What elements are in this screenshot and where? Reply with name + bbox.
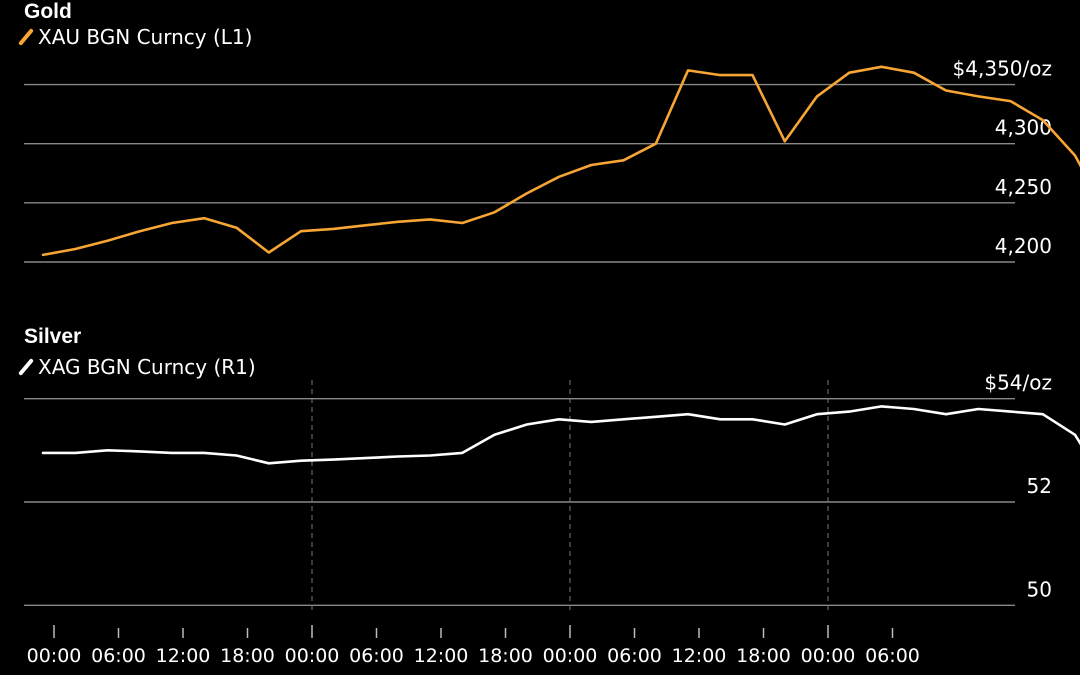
x-tick-label: 18:00 [220,645,275,667]
x-tick-label: 06:00 [91,645,146,667]
x-axis: 00:00 06:00 12:00 18:00 00:00 06:00 12:00 18:00… [27,625,920,667]
x-tick-label: 12:00 [672,645,727,667]
gold-series-line [41,65,1080,257]
silver-legend-entry: XAG BGN Curncy (R1) [18,355,256,379]
silver-series-line [41,405,1080,465]
silver-y-tick-label: 52 [1027,474,1052,498]
x-tick-label: 18:00 [736,645,791,667]
x-tick-label: 06:00 [349,645,404,667]
x-tick-label: 06:00 [607,645,662,667]
gold-y-tick-label: $4,350/oz [953,57,1052,81]
x-tick-label: 06:00 [865,645,920,667]
x-tick-label: 18:00 [478,645,533,667]
silver-y-tick-label: 50 [1027,577,1052,601]
x-tick-label: 12:00 [156,645,211,667]
gold-y-tick-label: 4,250 [995,175,1052,199]
gold-y-tick-label: 4,200 [995,234,1052,258]
silver-legend-label: XAG BGN Curncy (R1) [38,355,256,379]
gold-legend-label: XAU BGN Curncy (L1) [38,25,253,49]
silver-panel: 50 52 $54/oz [24,371,1080,612]
x-tick-label: 00:00 [285,645,340,667]
x-tick-label: 00:00 [801,645,856,667]
gold-legend-entry: XAU BGN Curncy (L1) [18,25,253,49]
x-tick-label: 12:00 [414,645,469,667]
silver-y-tick-label: $54/oz [984,371,1052,395]
silver-chart-title: Silver [24,325,82,348]
x-tick-label: 00:00 [27,645,82,667]
x-tick-label: 00:00 [543,645,598,667]
gold-chart-title: Gold [24,0,72,23]
